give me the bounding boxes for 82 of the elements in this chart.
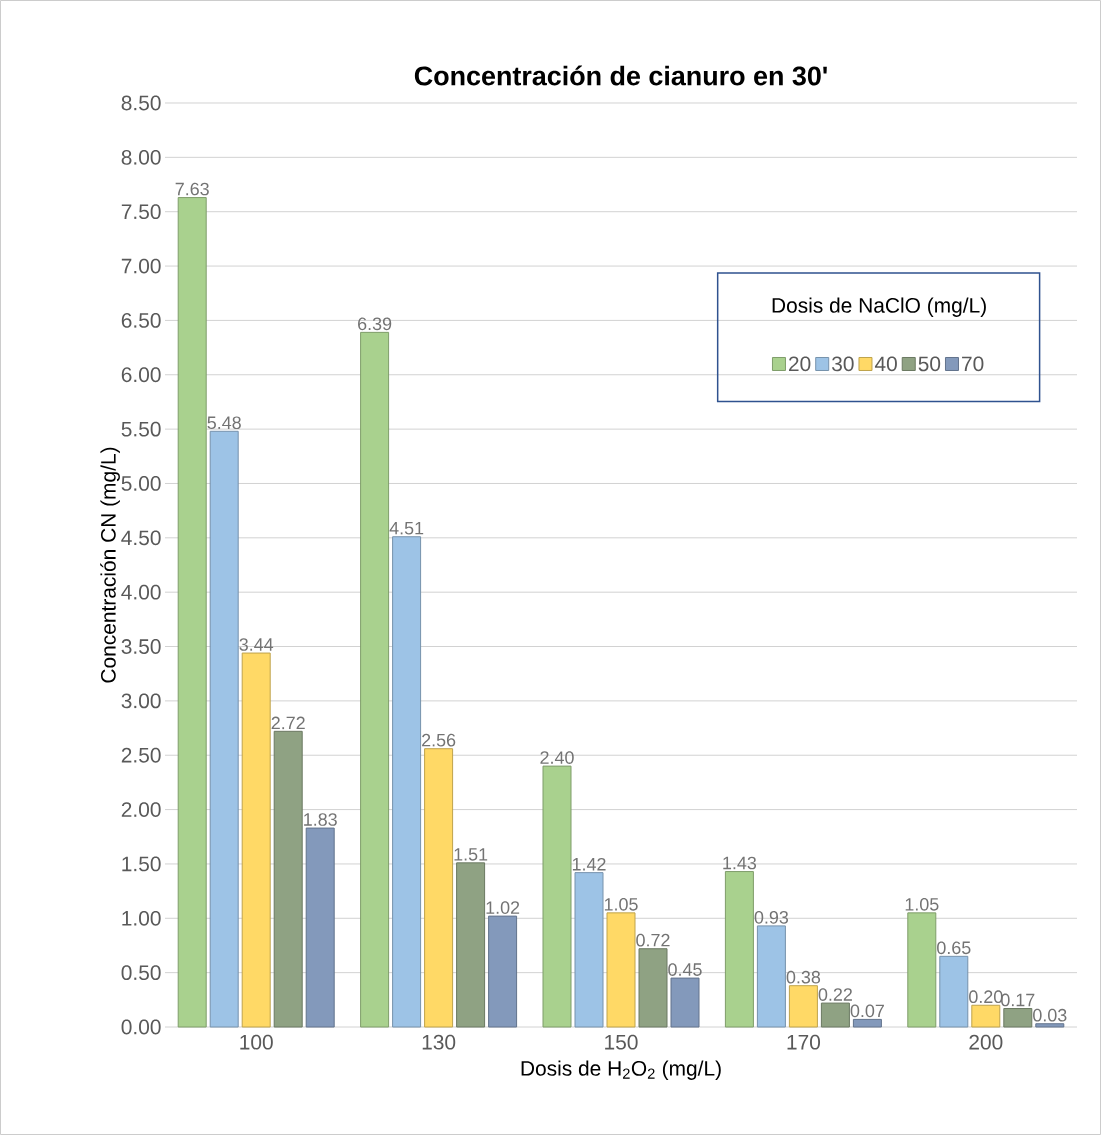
bar	[1035, 1023, 1065, 1028]
bar	[606, 912, 636, 1028]
y-tick-label: 0.00	[121, 1019, 161, 1035]
y-tick-label: 3.50	[121, 639, 161, 654]
x-tick-label: 100	[240, 1034, 273, 1050]
bar	[209, 430, 239, 1028]
x-tick-label: 200	[969, 1034, 1003, 1050]
chart-title: Concentración de cianuro en 30'	[414, 65, 827, 86]
y-tick-label: 4.00	[121, 584, 161, 600]
bar	[971, 1004, 1001, 1028]
data-label: 0.45	[668, 963, 702, 976]
bar	[756, 925, 786, 1028]
data-label: 1.83	[304, 813, 337, 826]
x-tick-label: 170	[787, 1034, 821, 1050]
bar	[638, 948, 668, 1028]
data-label: 2.56	[422, 733, 456, 747]
bar	[488, 915, 518, 1028]
bar	[305, 827, 335, 1028]
legend-label: 30	[832, 356, 854, 372]
data-label: 5.48	[207, 416, 241, 430]
x-tick-label: 130	[422, 1034, 456, 1050]
y-tick-label: 6.50	[121, 313, 161, 328]
legend-label: 40	[874, 356, 897, 372]
bar	[852, 1018, 882, 1028]
data-label: 0.93	[754, 911, 789, 924]
bar	[241, 652, 271, 1028]
data-label: 0.17	[1001, 993, 1035, 1007]
data-label: 0.38	[786, 970, 821, 984]
data-label: 6.39	[358, 317, 392, 331]
bar	[392, 536, 422, 1028]
bar	[1003, 1008, 1033, 1028]
x-tick-label: 150	[605, 1034, 638, 1050]
data-label: 1.42	[572, 857, 606, 871]
y-tick-label: 3.00	[121, 693, 161, 709]
y-tick-label: 2.00	[121, 802, 161, 817]
data-label: 1.02	[486, 901, 520, 914]
legend-label: 50	[918, 356, 941, 372]
y-tick-label: 8.50	[121, 95, 161, 111]
y-tick-label: 7.50	[121, 204, 161, 220]
bar	[724, 871, 754, 1028]
y-tick-label: 4.50	[121, 530, 161, 546]
bar	[424, 748, 454, 1028]
bar	[670, 977, 700, 1028]
data-label: 2.72	[271, 716, 305, 730]
bar	[456, 862, 486, 1028]
y-tick-label: 2.50	[121, 747, 161, 763]
data-label: 0.07	[850, 1004, 884, 1018]
y-tick-label: 5.00	[121, 476, 161, 491]
data-label: 0.22	[818, 988, 852, 1001]
data-label: 1.43	[723, 856, 757, 870]
bar	[820, 1002, 850, 1028]
y-tick-label: 7.00	[121, 258, 161, 274]
x-axis-title: Dosis de H$_{2}$O$_{2}$ (mg/L)	[521, 1060, 721, 1080]
data-label: 1.05	[905, 897, 939, 911]
data-label: 7.63	[175, 182, 209, 196]
bar	[542, 765, 572, 1028]
y-tick-label: 1.50	[122, 856, 161, 872]
data-label: 1.05	[604, 897, 638, 911]
y-tick-label: 8.00	[121, 149, 161, 165]
data-label: 1.51	[454, 848, 488, 861]
bar	[788, 985, 818, 1028]
y-axis-title: Concentración CN (mg/L)	[100, 447, 120, 683]
data-label: 0.03	[1033, 1008, 1067, 1022]
y-tick-label: 5.50	[121, 421, 161, 437]
data-label: 3.44	[239, 638, 274, 651]
bar	[574, 872, 604, 1028]
data-label: 0.72	[636, 933, 670, 947]
data-label: 2.40	[540, 751, 574, 764]
y-tick-label: 6.00	[121, 367, 161, 383]
legend-label: 20	[789, 356, 811, 372]
bar	[360, 331, 390, 1028]
y-tick-label: 0.50	[121, 965, 161, 981]
legend-title: Dosis de NaClO (mg/L)	[772, 297, 986, 317]
legend-label: 70	[962, 356, 984, 372]
bar	[273, 730, 303, 1028]
bar	[939, 955, 969, 1028]
bar	[907, 912, 937, 1028]
y-tick-label: 1.00	[122, 910, 161, 926]
data-label: 4.51	[389, 522, 424, 535]
data-label: 0.20	[969, 990, 1003, 1004]
bar	[177, 197, 207, 1028]
data-label: 0.65	[937, 941, 971, 955]
